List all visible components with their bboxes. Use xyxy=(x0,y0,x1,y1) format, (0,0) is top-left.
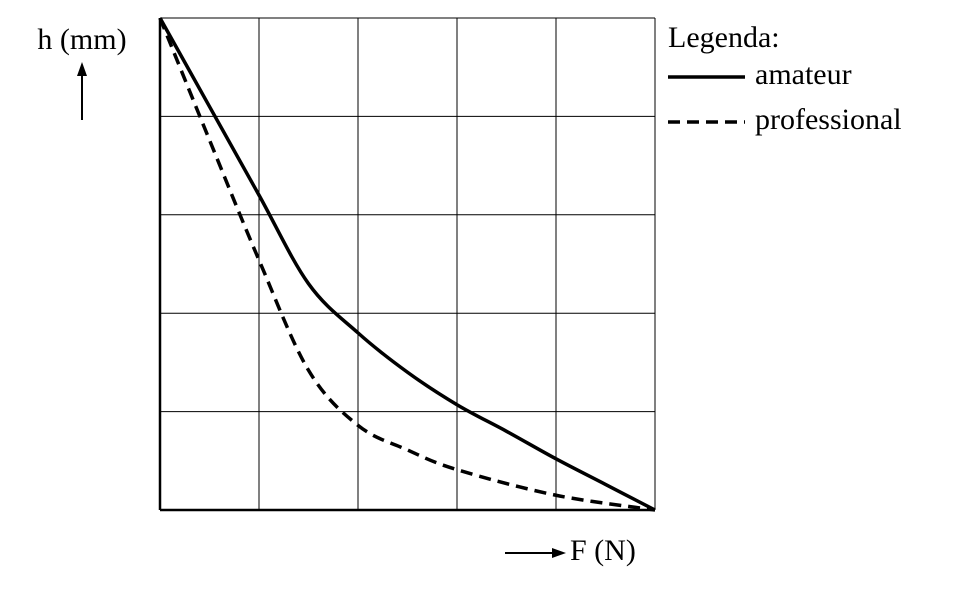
series-line xyxy=(158,17,656,512)
legend-label: professional xyxy=(755,103,902,136)
legend-label: amateur xyxy=(755,58,852,91)
y-axis-label: h (mm) xyxy=(37,23,126,56)
x-axis-label: F (N) xyxy=(570,534,636,567)
series-line xyxy=(158,17,656,512)
y-axis-arrowhead xyxy=(77,62,87,76)
x-axis-arrowhead xyxy=(552,548,566,558)
legend-title: Legenda: xyxy=(668,21,780,54)
